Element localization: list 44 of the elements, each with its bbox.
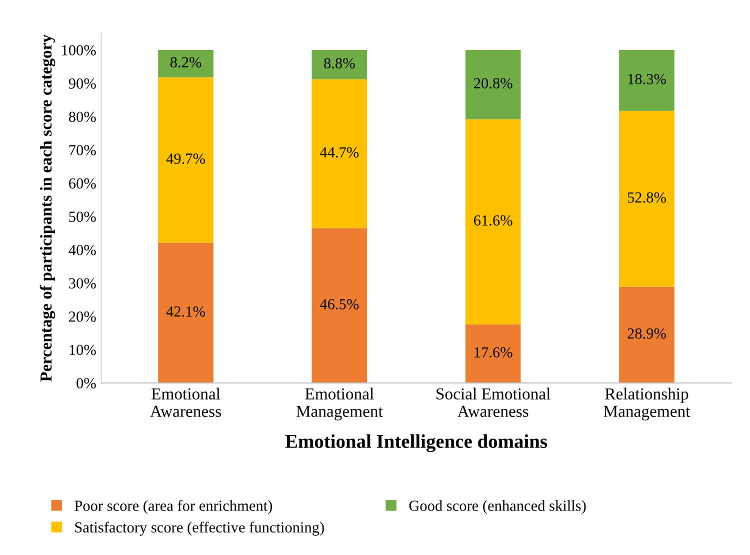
- x-tick-label: Relationship Management: [604, 388, 690, 420]
- bar: [158, 77, 214, 243]
- data-label: 20.8%: [474, 78, 512, 88]
- data-label: 18.3%: [628, 74, 666, 84]
- y-tick-label: 10%: [70, 344, 96, 356]
- bar: [312, 50, 368, 80]
- y-tick-label: 60%: [69, 178, 96, 189]
- y-tick-label: 80%: [68, 112, 96, 122]
- y-axis-title: Percentage of participants in each score category: [40, 34, 56, 382]
- data-label: 46.5%: [320, 299, 359, 310]
- data-label: 44.7%: [320, 147, 359, 158]
- y-tick-label: 70%: [69, 144, 96, 156]
- bar: [465, 324, 521, 383]
- bar: [158, 50, 214, 78]
- y-tick-label: 50%: [69, 212, 96, 222]
- data-label: 42.1%: [166, 306, 205, 317]
- x-axis-title: Emotional Intelligence domains: [285, 434, 548, 452]
- bar: [312, 79, 368, 228]
- bar: [158, 242, 214, 383]
- y-tick-label: 30%: [69, 278, 96, 289]
- data-label: 52.8%: [628, 192, 666, 203]
- bar: [619, 110, 674, 287]
- legend-label: Good score (enhanced skills): [409, 500, 586, 514]
- data-label: 61.6%: [474, 215, 512, 226]
- bar: [465, 119, 521, 324]
- bar: [465, 50, 521, 120]
- data-label: 28.9%: [628, 328, 666, 339]
- legend-label: Poor score (area for enrichment): [74, 500, 272, 514]
- y-tick-label: 0%: [76, 378, 96, 388]
- bar: [619, 286, 674, 383]
- data-label: 8.8%: [324, 58, 355, 68]
- data-label: 8.2%: [170, 57, 202, 68]
- x-tick-label: Emotional Management: [296, 388, 383, 420]
- data-label: 49.7%: [166, 154, 205, 164]
- y-tick-label: 20%: [69, 311, 96, 322]
- x-tick-label: Social Emotional Awareness: [436, 388, 550, 417]
- data-label: 17.6%: [474, 347, 512, 358]
- legend-label: Satisfactory score (effective functioning): [75, 522, 324, 536]
- x-tick-label: Emotional Awareness: [150, 388, 221, 417]
- y-tick-label: 100%: [62, 45, 96, 56]
- bar: [312, 228, 368, 383]
- bar: [619, 50, 674, 111]
- y-tick-label: 90%: [68, 78, 96, 89]
- y-tick-label: 40%: [68, 244, 96, 256]
